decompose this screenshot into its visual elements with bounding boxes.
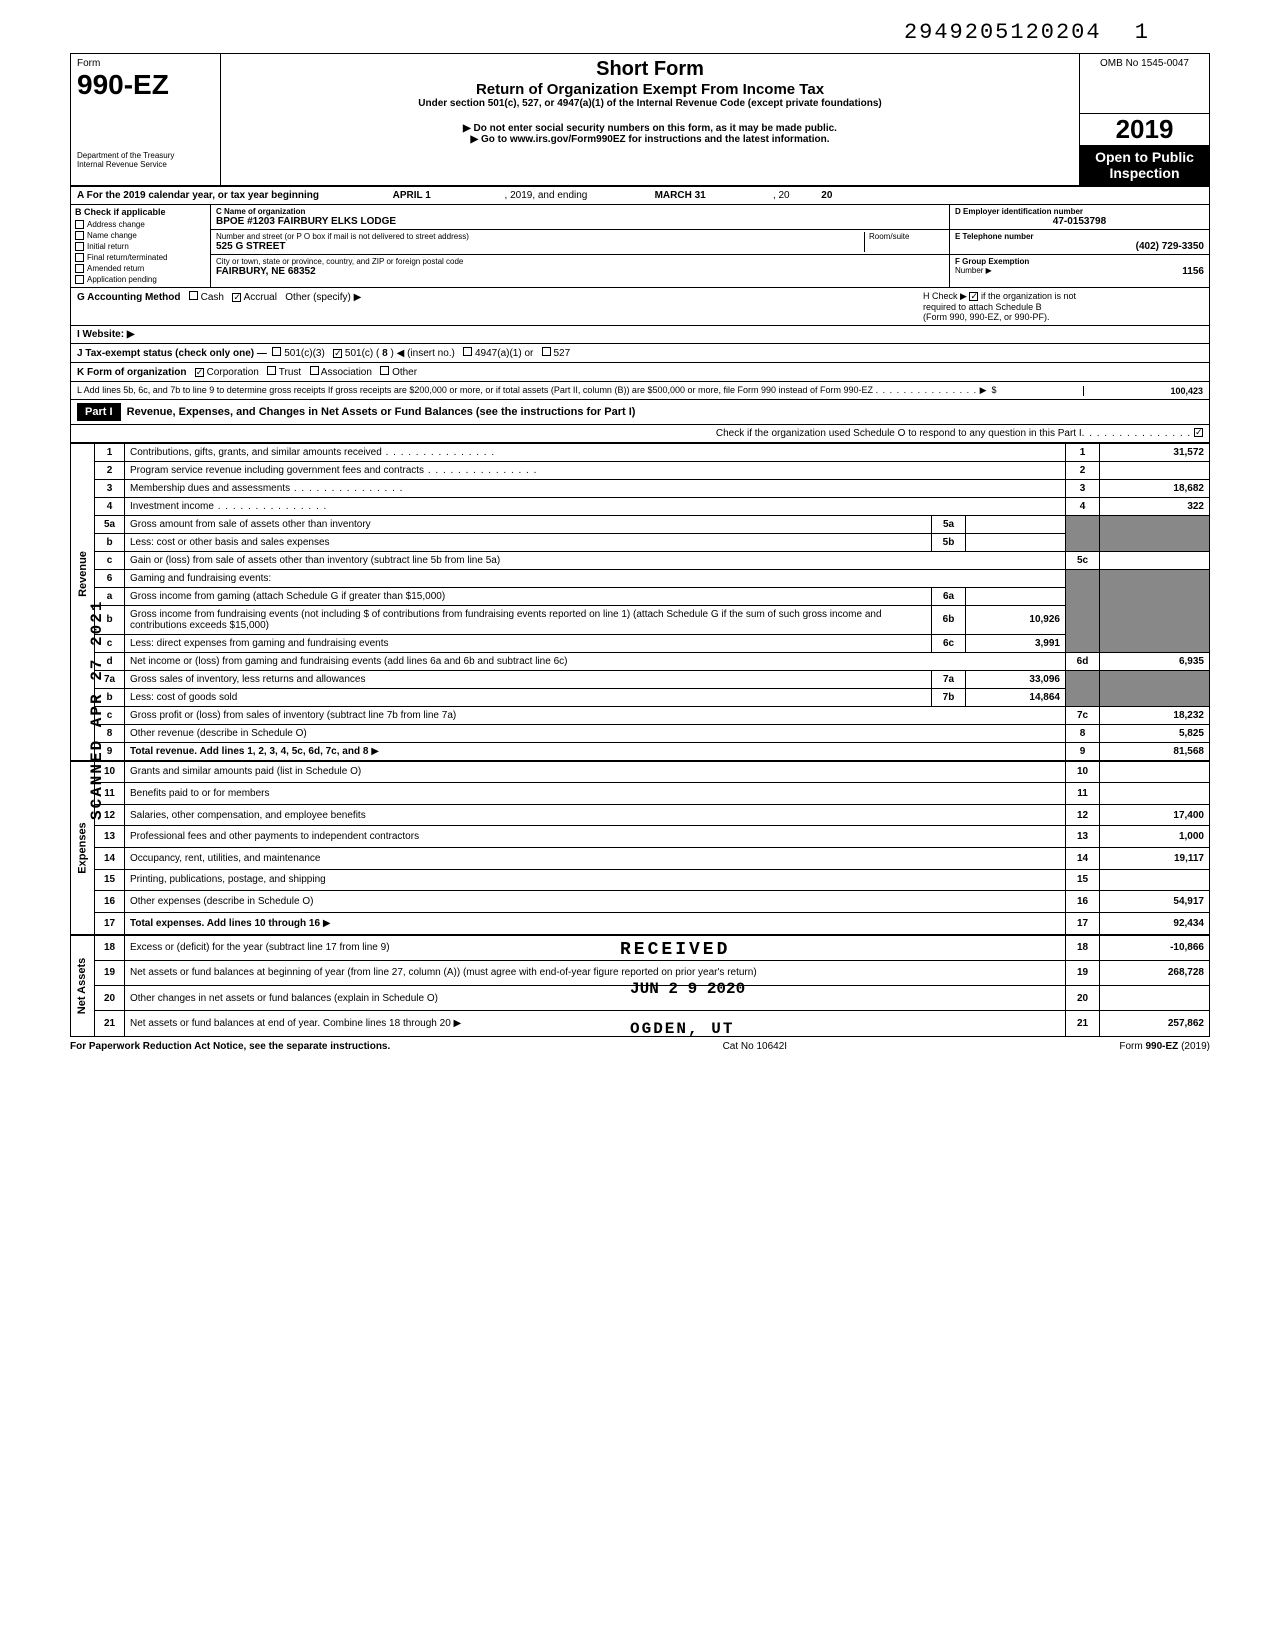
title-short: Short Form	[227, 58, 1073, 81]
chk-501c3[interactable]	[272, 347, 281, 356]
footer-form: Form 990-EZ (2019)	[1119, 1041, 1210, 1052]
org-name: BPOE #1203 FAIRBURY ELKS LODGE	[216, 216, 944, 227]
year-end-yy: 20	[792, 190, 832, 201]
amt-line-18: -10,866	[1100, 935, 1210, 960]
doc-num-main: 2949205120204	[904, 20, 1102, 45]
room-suite-label: Room/suite	[869, 232, 944, 241]
chk-schedule-o[interactable]	[1194, 428, 1203, 437]
form-prefix: Form	[77, 58, 214, 69]
amt-line-15	[1100, 869, 1210, 891]
chk-amended-return[interactable]: Amended return	[75, 263, 206, 274]
chk-schedule-b[interactable]	[969, 292, 978, 301]
omb-number: OMB No 1545-0047	[1086, 58, 1203, 69]
chk-527[interactable]	[542, 347, 551, 356]
amt-line-6b: 10,926	[966, 605, 1066, 634]
row-j-tax-status: J Tax-exempt status (check only one) — 5…	[70, 344, 1210, 363]
amt-line-7a: 33,096	[966, 670, 1066, 688]
amt-line-2	[1100, 461, 1210, 479]
page-footer: For Paperwork Reduction Act Notice, see …	[70, 1037, 1210, 1056]
form-number: 990-EZ	[77, 69, 214, 101]
chk-final-return[interactable]: Final return/terminated	[75, 252, 206, 263]
chk-corporation[interactable]	[195, 368, 204, 377]
amt-line-17: 92,434	[1100, 912, 1210, 934]
amt-line-5c	[1100, 551, 1210, 569]
amt-line-14: 19,117	[1100, 848, 1210, 870]
chk-trust[interactable]	[267, 366, 276, 375]
open-public: Open to Public Inspection	[1080, 145, 1209, 185]
net-assets-table: 18Excess or (deficit) for the year (subt…	[94, 935, 1210, 1037]
expenses-table: 10Grants and similar amounts paid (list …	[94, 761, 1210, 935]
row-k-form-org: K Form of organization Corporation Trust…	[70, 363, 1210, 382]
scanned-stamp: SCANNED APR 27 2021	[88, 600, 106, 820]
year-begin: APRIL 1	[322, 190, 502, 201]
amt-line-6c: 3,991	[966, 634, 1066, 652]
amt-line-6d: 6,935	[1100, 652, 1210, 670]
chk-501c[interactable]	[333, 349, 342, 358]
amt-line-1: 31,572	[1100, 443, 1210, 461]
org-address: 525 G STREET	[216, 241, 864, 252]
amt-line-8: 5,825	[1100, 724, 1210, 742]
dept-treasury: Department of the Treasury	[77, 151, 214, 160]
row-a-tax-year: A For the 2019 calendar year, or tax yea…	[70, 186, 1210, 205]
title-main: Return of Organization Exempt From Incom…	[227, 81, 1073, 98]
footer-cat-no: Cat No 10642I	[723, 1041, 788, 1052]
form-header: Form 990-EZ Department of the Treasury I…	[70, 53, 1210, 186]
amt-line-10	[1100, 761, 1210, 783]
chk-application-pending[interactable]: Application pending	[75, 274, 206, 285]
note-website: ▶ Go to www.irs.gov/Form990EZ for instru…	[227, 134, 1073, 145]
footer-notice: For Paperwork Reduction Act Notice, see …	[70, 1041, 390, 1052]
org-info-block: B Check if applicable Address change Nam…	[70, 205, 1210, 288]
chk-other-org[interactable]	[380, 366, 389, 375]
phone: (402) 729-3350	[955, 241, 1204, 252]
group-exemption: 1156	[1182, 266, 1204, 277]
501c-number: 8	[382, 348, 388, 359]
amt-line-4: 322	[1100, 497, 1210, 515]
amt-line-7c: 18,232	[1100, 706, 1210, 724]
gross-receipts: 100,423	[1170, 386, 1203, 396]
row-l-gross-receipts: L Add lines 5b, 6c, and 7b to line 9 to …	[70, 382, 1210, 400]
amt-line-12: 17,400	[1100, 804, 1210, 826]
dept-irs: Internal Revenue Service	[77, 160, 214, 169]
chk-cash[interactable]	[189, 291, 198, 300]
amt-line-5b	[966, 533, 1066, 551]
chk-accrual[interactable]	[232, 293, 241, 302]
note-ssn: ▶ Do not enter social security numbers o…	[227, 123, 1073, 134]
amt-line-3: 18,682	[1100, 479, 1210, 497]
amt-line-13: 1,000	[1100, 826, 1210, 848]
part-1-header: Part I Revenue, Expenses, and Changes in…	[70, 400, 1210, 425]
amt-line-20	[1100, 986, 1210, 1011]
row-g-accounting: G Accounting Method Cash Accrual Other (…	[70, 288, 1210, 326]
revenue-table: 1Contributions, gifts, grants, and simil…	[94, 443, 1210, 761]
row-i-website: I Website: ▶	[70, 326, 1210, 344]
chk-address-change[interactable]: Address change	[75, 219, 206, 230]
amt-line-16: 54,917	[1100, 891, 1210, 913]
chk-initial-return[interactable]: Initial return	[75, 241, 206, 252]
chk-association[interactable]	[310, 366, 319, 375]
amt-line-11	[1100, 783, 1210, 805]
schedule-o-check-row: Check if the organization used Schedule …	[70, 425, 1210, 443]
year-end: MARCH 31	[590, 190, 770, 201]
org-city: FAIRBURY, NE 68352	[216, 266, 944, 277]
amt-line-9: 81,568	[1100, 742, 1210, 760]
title-sub: Under section 501(c), 527, or 4947(a)(1)…	[227, 98, 1073, 109]
amt-line-7b: 14,864	[966, 688, 1066, 706]
tax-year: 20201919	[1080, 114, 1209, 145]
net-assets-label: Net Assets	[70, 935, 94, 1037]
amt-line-6a	[966, 587, 1066, 605]
amt-line-19: 268,728	[1100, 960, 1210, 985]
document-number: 2949205120204 1	[70, 20, 1210, 45]
amt-line-21: 257,862	[1100, 1011, 1210, 1036]
chk-name-change[interactable]: Name change	[75, 230, 206, 241]
ein: 47-0153798	[955, 216, 1204, 227]
b-header: B Check if applicable	[75, 207, 206, 217]
doc-num-suffix: 1	[1135, 20, 1150, 45]
amt-line-5a	[966, 515, 1066, 533]
chk-4947[interactable]	[463, 347, 472, 356]
